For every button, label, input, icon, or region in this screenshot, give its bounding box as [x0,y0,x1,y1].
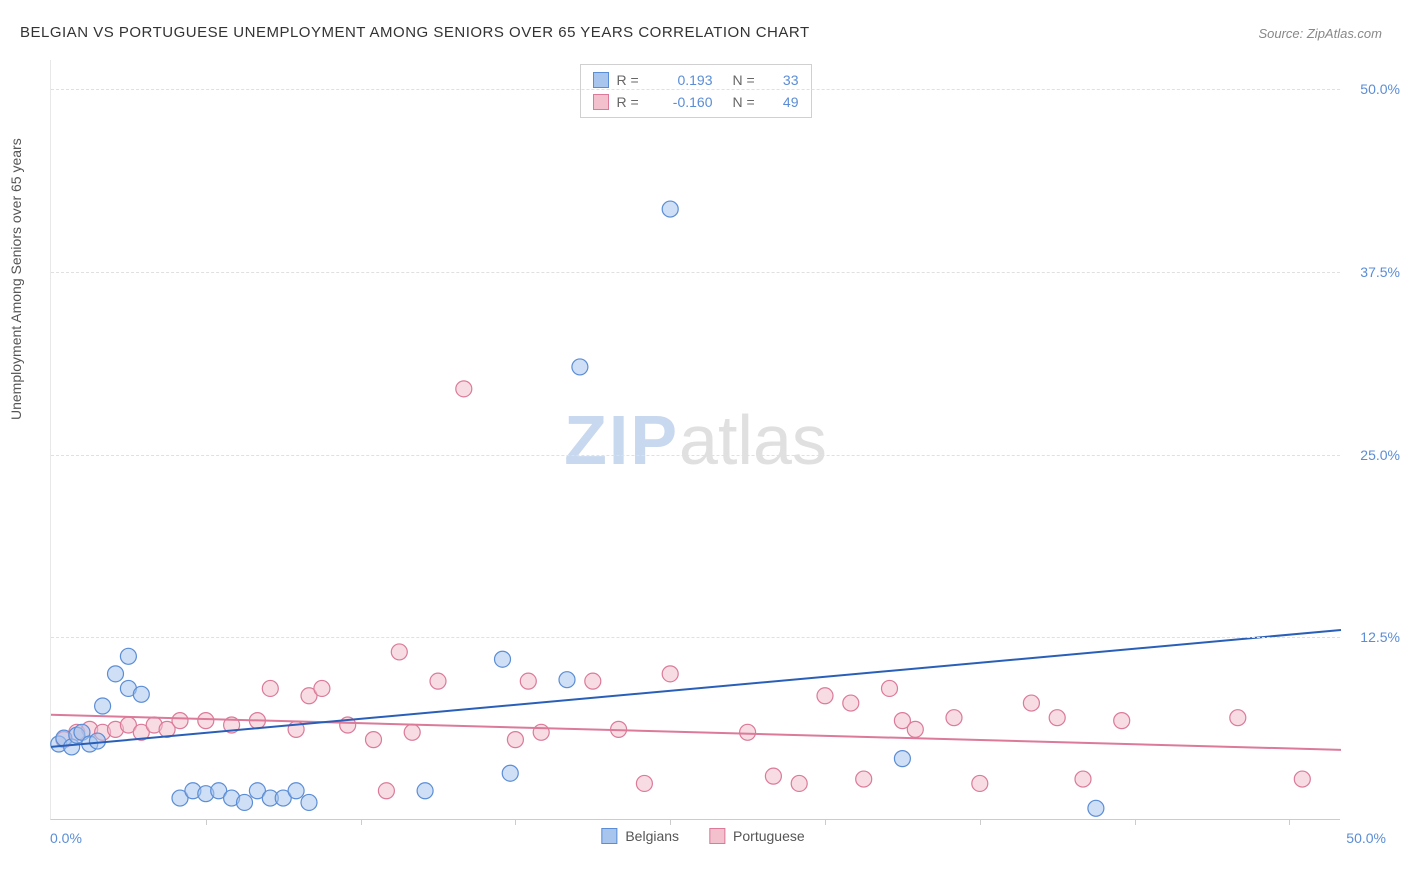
data-point [301,794,317,810]
data-point [198,713,214,729]
data-point [856,771,872,787]
data-point [843,695,859,711]
scatter-svg [51,60,1340,819]
data-point [894,751,910,767]
data-point [288,783,304,799]
data-point [366,732,382,748]
data-point [1075,771,1091,787]
legend-swatch [601,828,617,844]
data-point [391,644,407,660]
series-label: Portuguese [733,828,805,844]
x-tick [206,819,207,825]
gridline [51,637,1340,638]
data-point [89,733,105,749]
x-tick [670,819,671,825]
source-prefix: Source: [1258,26,1306,41]
data-point [417,783,433,799]
data-point [120,648,136,664]
data-point [533,724,549,740]
data-point [740,724,756,740]
data-point [662,666,678,682]
data-point [1088,800,1104,816]
x-axis-min-label: 0.0% [50,830,82,846]
chart-plot-area: ZIPatlas R =0.193N =33R =-0.160N =49 12.… [50,60,1340,820]
data-point [314,680,330,696]
x-tick [1135,819,1136,825]
data-point [882,680,898,696]
series-legend-item: Belgians [601,828,679,844]
data-point [456,381,472,397]
data-point [262,680,278,696]
data-point [502,765,518,781]
data-point [378,783,394,799]
data-point [507,732,523,748]
x-tick [1289,819,1290,825]
data-point [817,688,833,704]
data-point [946,710,962,726]
data-point [1114,713,1130,729]
data-point [237,794,253,810]
gridline [51,272,1340,273]
data-point [907,721,923,737]
trend-line [51,715,1341,750]
data-point [1049,710,1065,726]
data-point [495,651,511,667]
trend-line [51,630,1341,747]
data-point [1294,771,1310,787]
data-point [1023,695,1039,711]
data-point [172,713,188,729]
data-point [133,686,149,702]
y-tick-label: 50.0% [1360,81,1400,97]
data-point [585,673,601,689]
data-point [430,673,446,689]
source-attribution: Source: ZipAtlas.com [1258,26,1382,41]
data-point [572,359,588,375]
x-axis-max-label: 50.0% [1346,830,1386,846]
chart-title: BELGIAN VS PORTUGUESE UNEMPLOYMENT AMONG… [20,24,810,41]
gridline [51,89,1340,90]
x-tick [980,819,981,825]
data-point [108,666,124,682]
x-tick [515,819,516,825]
y-tick-label: 12.5% [1360,629,1400,645]
series-label: Belgians [625,828,679,844]
y-tick-label: 25.0% [1360,447,1400,463]
data-point [972,775,988,791]
data-point [662,201,678,217]
y-tick-label: 37.5% [1360,264,1400,280]
data-point [765,768,781,784]
data-point [559,672,575,688]
gridline [51,455,1340,456]
data-point [791,775,807,791]
legend-swatch [709,828,725,844]
series-legend: Belgians Portuguese [601,828,804,844]
data-point [1230,710,1246,726]
data-point [636,775,652,791]
data-point [95,698,111,714]
data-point [520,673,536,689]
series-legend-item: Portuguese [709,828,805,844]
x-tick [825,819,826,825]
source-name: ZipAtlas.com [1307,26,1382,41]
y-axis-label: Unemployment Among Seniors over 65 years [8,138,24,420]
x-tick [361,819,362,825]
data-point [404,724,420,740]
